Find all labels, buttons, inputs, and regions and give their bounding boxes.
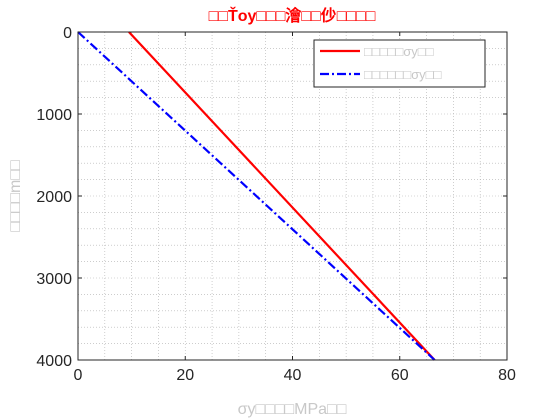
series-lines <box>77 31 436 361</box>
legend-box <box>313 39 486 88</box>
x-tick-label: 0 <box>74 367 83 384</box>
y-tick-label: 4000 <box>36 353 72 370</box>
y-tick-label: 0 <box>63 25 72 42</box>
series-line-1 <box>128 31 436 361</box>
chart-title: □□Ťoy□□□澮□□仯□□□□ <box>209 6 376 25</box>
x-tick-label: 80 <box>498 367 516 384</box>
y-tick-label: 3000 <box>36 271 72 288</box>
y-tick-label: 1000 <box>36 107 72 124</box>
y-tick-label: 2000 <box>36 189 72 206</box>
y-axis-label: □□□□m□□ <box>7 160 24 232</box>
x-tick-label: 40 <box>284 367 302 384</box>
legend: □□□□□σy□□ □□□□□□σy□□ <box>313 39 486 88</box>
x-tick-label: 60 <box>391 367 409 384</box>
legend-label-series-1: □□□□□σy□□ <box>364 44 434 59</box>
series-line-2 <box>77 31 436 361</box>
legend-label-series-2: □□□□□□σy□□ <box>364 67 441 82</box>
ticks: 0 20 40 60 80 0 1000 2000 3000 4000 <box>36 25 516 384</box>
x-tick-label: 20 <box>176 367 194 384</box>
x-axis-label: σy□□□□MPa□□ <box>238 401 347 418</box>
